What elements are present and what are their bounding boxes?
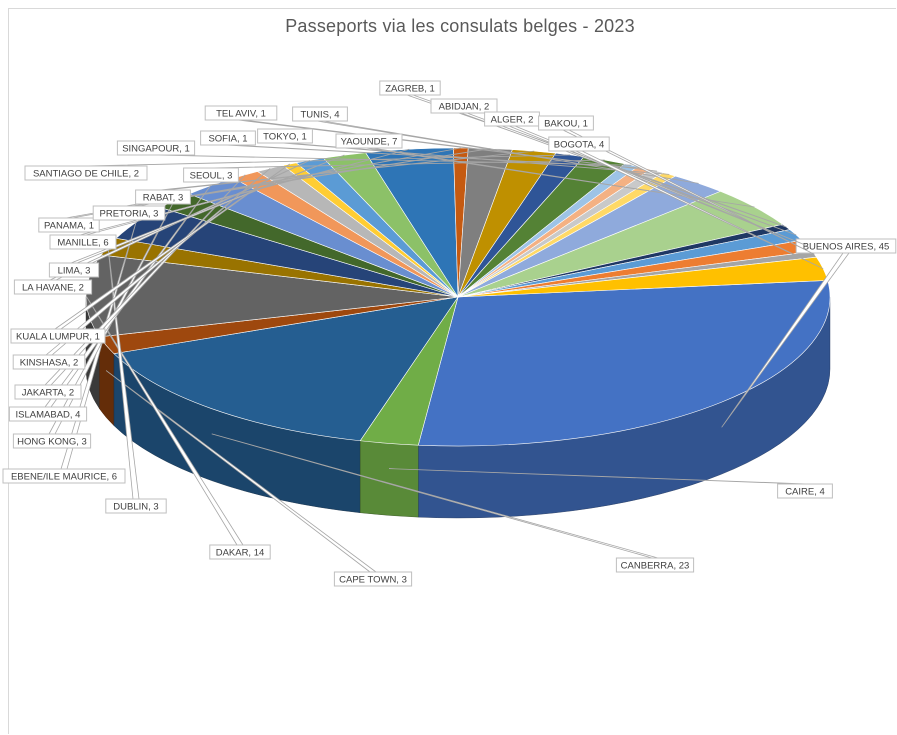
data-label-box (38, 217, 100, 233)
data-label: ABIDJAN, 2 (439, 101, 490, 112)
data-label-box (333, 571, 413, 587)
chart-title: Passeports via les consulats belges - 20… (285, 16, 635, 36)
data-label-box (795, 238, 897, 254)
data-label: DUBLIN, 3 (113, 501, 158, 512)
data-label-box (200, 130, 256, 146)
data-label-box (335, 133, 403, 149)
data-label-box (8, 406, 88, 422)
data-label: CAPE TOWN, 3 (339, 574, 407, 585)
data-label: TEL AVIV, 1 (216, 108, 266, 119)
data-label: KINSHASA, 2 (20, 357, 79, 368)
data-label: DAKAR, 14 (216, 547, 265, 558)
data-label-box (48, 262, 100, 278)
data-label-box (615, 557, 695, 573)
data-label-box (292, 106, 348, 122)
data-label: BOGOTA, 4 (554, 139, 605, 150)
data-label-box (12, 433, 92, 449)
data-label: MANILLE, 6 (57, 237, 108, 248)
data-label: BAKOU, 1 (544, 118, 588, 129)
data-label: CAIRE, 4 (785, 486, 825, 497)
data-label-box (92, 205, 166, 221)
data-label: SINGAPOUR, 1 (122, 143, 190, 154)
data-label: RABAT, 3 (143, 192, 183, 203)
data-label: HONG KONG, 3 (17, 436, 87, 447)
data-label: SEOUL, 3 (190, 170, 233, 181)
data-label: PRETORIA, 3 (100, 208, 159, 219)
data-label: KUALA LUMPUR, 1 (16, 331, 100, 342)
data-label-box (13, 279, 93, 295)
data-label-box (49, 234, 117, 250)
data-label-box (379, 80, 441, 96)
data-label: EBENE/ILE MAURICE, 6 (11, 471, 117, 482)
data-label: LA HAVANE, 2 (22, 282, 84, 293)
pie-slice (417, 280, 831, 447)
data-label: BUENOS AIRES, 45 (803, 241, 890, 252)
data-label-box (777, 483, 833, 499)
data-label: PANAMA, 1 (44, 220, 94, 231)
data-label-box (116, 140, 196, 156)
data-label-box (105, 498, 167, 514)
data-label-box (135, 189, 191, 205)
data-label: SOFIA, 1 (208, 133, 247, 144)
data-label: TUNIS, 4 (300, 109, 339, 120)
data-label: ALGER, 2 (491, 114, 534, 125)
data-label: LIMA, 3 (58, 265, 91, 276)
data-label-box (183, 167, 239, 183)
data-label-box (548, 136, 610, 152)
data-label: TOKYO, 1 (263, 131, 307, 142)
data-label-box (2, 468, 126, 484)
data-label: YAOUNDE, 7 (341, 136, 398, 147)
data-label-box (538, 115, 594, 131)
data-label: SANTIAGO DE CHILE, 2 (33, 168, 139, 179)
data-label-box (14, 384, 82, 400)
pie-slice-side (359, 440, 419, 518)
data-label-box (24, 165, 148, 181)
data-label-box (204, 105, 278, 121)
data-label-box (257, 128, 313, 144)
data-label: CANBERRA, 23 (621, 560, 690, 571)
data-label-box (12, 354, 86, 370)
data-label: ISLAMABAD, 4 (16, 409, 81, 420)
data-label-box (10, 328, 106, 344)
data-label-box (209, 544, 271, 560)
data-label: JAKARTA, 2 (22, 387, 74, 398)
data-label: ZAGREB, 1 (385, 83, 435, 94)
data-label-box (430, 98, 498, 114)
